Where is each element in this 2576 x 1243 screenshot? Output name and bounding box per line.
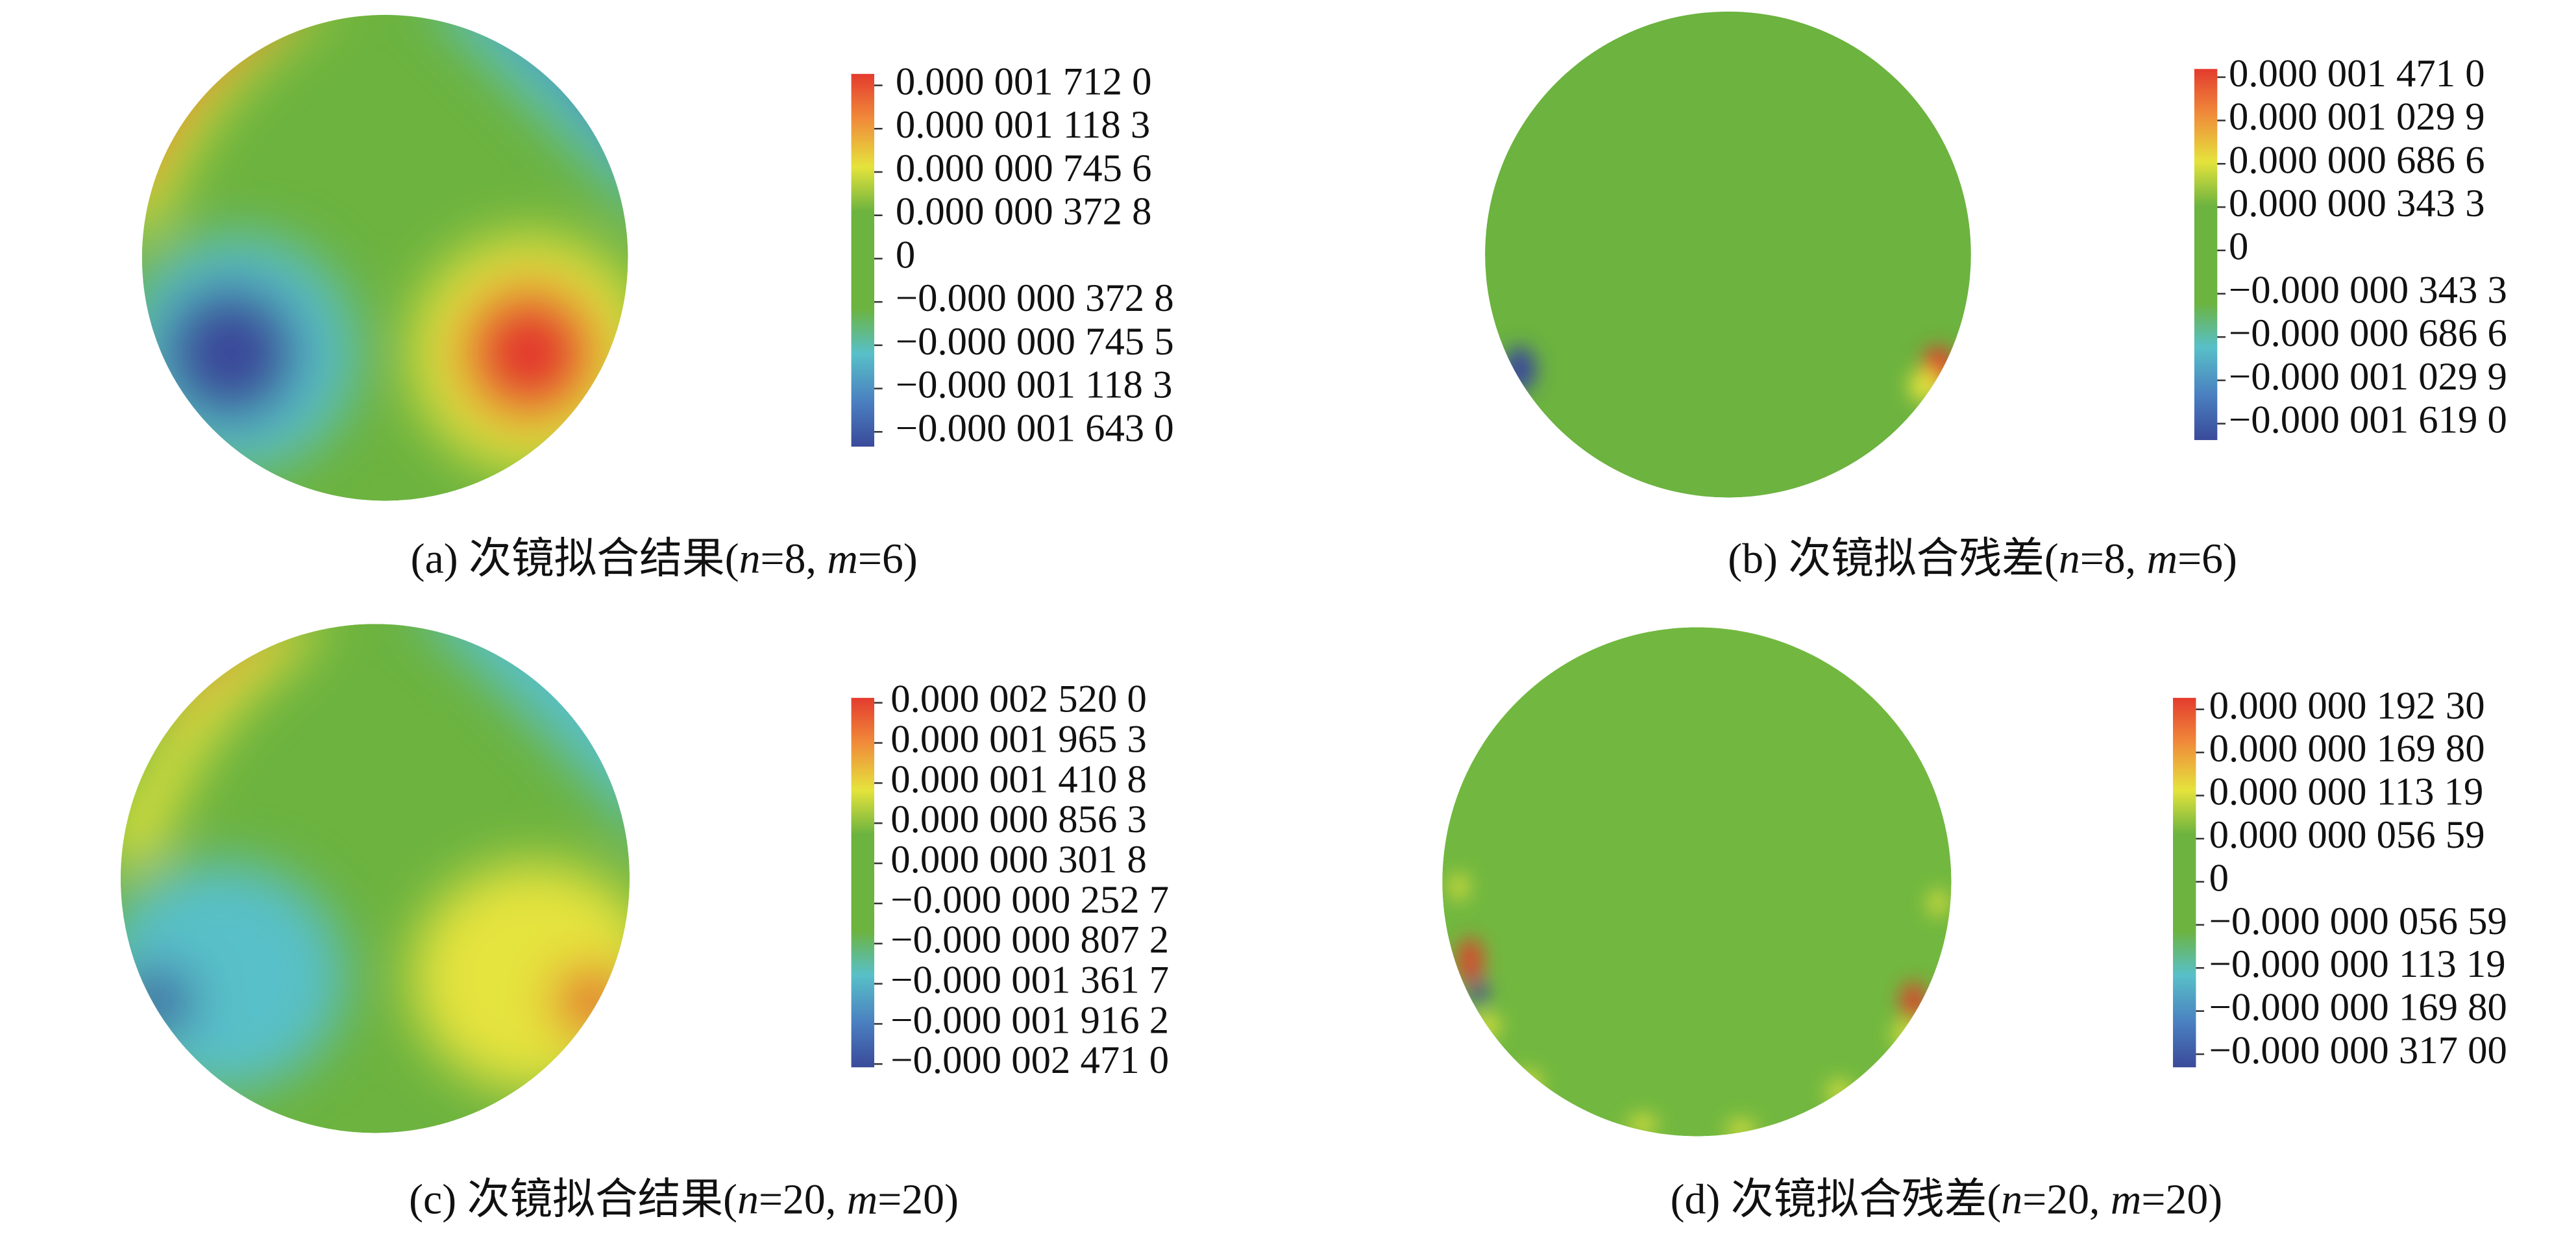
map-b	[1485, 11, 1971, 498]
colorbar-label: −0.000 001 029 9	[2229, 355, 2507, 399]
caption-part: n	[739, 535, 761, 583]
caption: (b) 次镜拟合残差(n=8, m=6)	[1728, 535, 2237, 583]
colorbar-label: 0.000 000 301 8	[890, 838, 1147, 881]
caption: (c) 次镜拟合结果(n=20, m=20)	[409, 1175, 959, 1223]
caption-part: =6)	[858, 535, 918, 583]
caption: (d) 次镜拟合残差(n=20, m=20)	[1671, 1175, 2223, 1223]
caption-part: =20)	[877, 1175, 959, 1223]
caption-part: m	[847, 1175, 877, 1223]
caption-part: n	[737, 1175, 759, 1223]
caption: (a) 次镜拟合结果(n=8, m=6)	[411, 535, 918, 583]
colorbar-label: 0.000 000 343 3	[2229, 182, 2485, 225]
colorbar-label: 0.000 002 520 0	[890, 678, 1147, 721]
colorbar-label: −0.000 000 372 8	[896, 277, 1174, 320]
colorbar-label: 0.000 001 471 0	[2229, 52, 2485, 95]
colorbar-label: −0.000 001 643 0	[896, 406, 1174, 450]
caption-part: m	[2111, 1175, 2142, 1223]
caption-part: =20)	[2141, 1175, 2222, 1223]
colorbar-label: 0	[2209, 856, 2229, 900]
colorbar-label: −0.000 001 619 0	[2229, 399, 2507, 442]
colorbar-label: −0.000 000 252 7	[890, 878, 1169, 922]
caption-part: (a) 次镜拟合结果(	[411, 535, 739, 583]
colorbar-label: 0	[2229, 225, 2248, 269]
colorbar	[851, 698, 875, 1068]
caption-part: =8,	[2080, 535, 2147, 583]
colorbar-label: 0.000 000 856 3	[890, 798, 1147, 841]
colorbar	[2194, 69, 2218, 440]
colorbar-label: 0.000 001 029 9	[2229, 95, 2485, 139]
colorbar-label: −0.000 000 807 2	[890, 918, 1169, 962]
map-a	[141, 14, 628, 501]
colorbar-label: −0.000 001 118 3	[896, 363, 1173, 407]
caption-part: n	[2001, 1175, 2022, 1223]
colorbar-label: −0.000 002 471 0	[890, 1039, 1169, 1082]
colorbar-label: 0.000 000 192 30	[2209, 684, 2485, 728]
colorbar-label: 0.000 001 118 3	[896, 103, 1150, 147]
colorbar-label: −0.000 000 745 5	[896, 320, 1174, 363]
caption-part: =8,	[761, 535, 828, 583]
colorbar-label: 0.000 001 410 8	[890, 757, 1147, 801]
map-c	[120, 624, 630, 1133]
colorbar-label: −0.000 000 169 80	[2209, 986, 2507, 1029]
colorbar-label: 0.000 000 056 59	[2209, 813, 2485, 857]
caption-part: (d) 次镜拟合残差(	[1671, 1175, 2002, 1223]
caption-part: m	[2147, 535, 2178, 583]
colorbar-label: −0.000 000 343 3	[2229, 268, 2507, 312]
colorbar-label: −0.000 000 317 00	[2209, 1029, 2507, 1072]
colorbar-label: −0.000 001 916 2	[890, 998, 1169, 1042]
colorbar-label: −0.000 000 686 6	[2229, 312, 2507, 355]
colorbar-label: 0.000 000 745 6	[896, 147, 1152, 190]
caption-part: =6)	[2177, 535, 2237, 583]
map-d	[1442, 627, 1952, 1137]
colorbar-label: 0.000 000 113 19	[2209, 770, 2484, 814]
colorbar-label: 0.000 000 169 80	[2209, 727, 2485, 770]
colorbar-label: −0.000 000 056 59	[2209, 900, 2507, 943]
colorbar-label: 0	[896, 233, 915, 277]
colorbar-label: −0.000 001 361 7	[890, 959, 1169, 1002]
caption-part: n	[2059, 535, 2080, 583]
colorbar-label: 0.000 001 965 3	[890, 717, 1147, 761]
caption-part: (c) 次镜拟合结果(	[409, 1175, 737, 1223]
colorbar-label: −0.000 000 113 19	[2209, 942, 2506, 986]
caption-part: (b) 次镜拟合残差(	[1728, 535, 2059, 583]
caption-part: m	[827, 535, 858, 583]
caption-part: =20,	[2022, 1175, 2111, 1223]
colorbar	[851, 73, 875, 447]
caption-part: =20,	[759, 1175, 847, 1223]
colorbar-label: 0.000 000 686 6	[2229, 138, 2485, 182]
colorbar	[2173, 698, 2196, 1068]
colorbar-label: 0.000 001 712 0	[896, 60, 1152, 103]
colorbar-label: 0.000 000 372 8	[896, 190, 1152, 234]
